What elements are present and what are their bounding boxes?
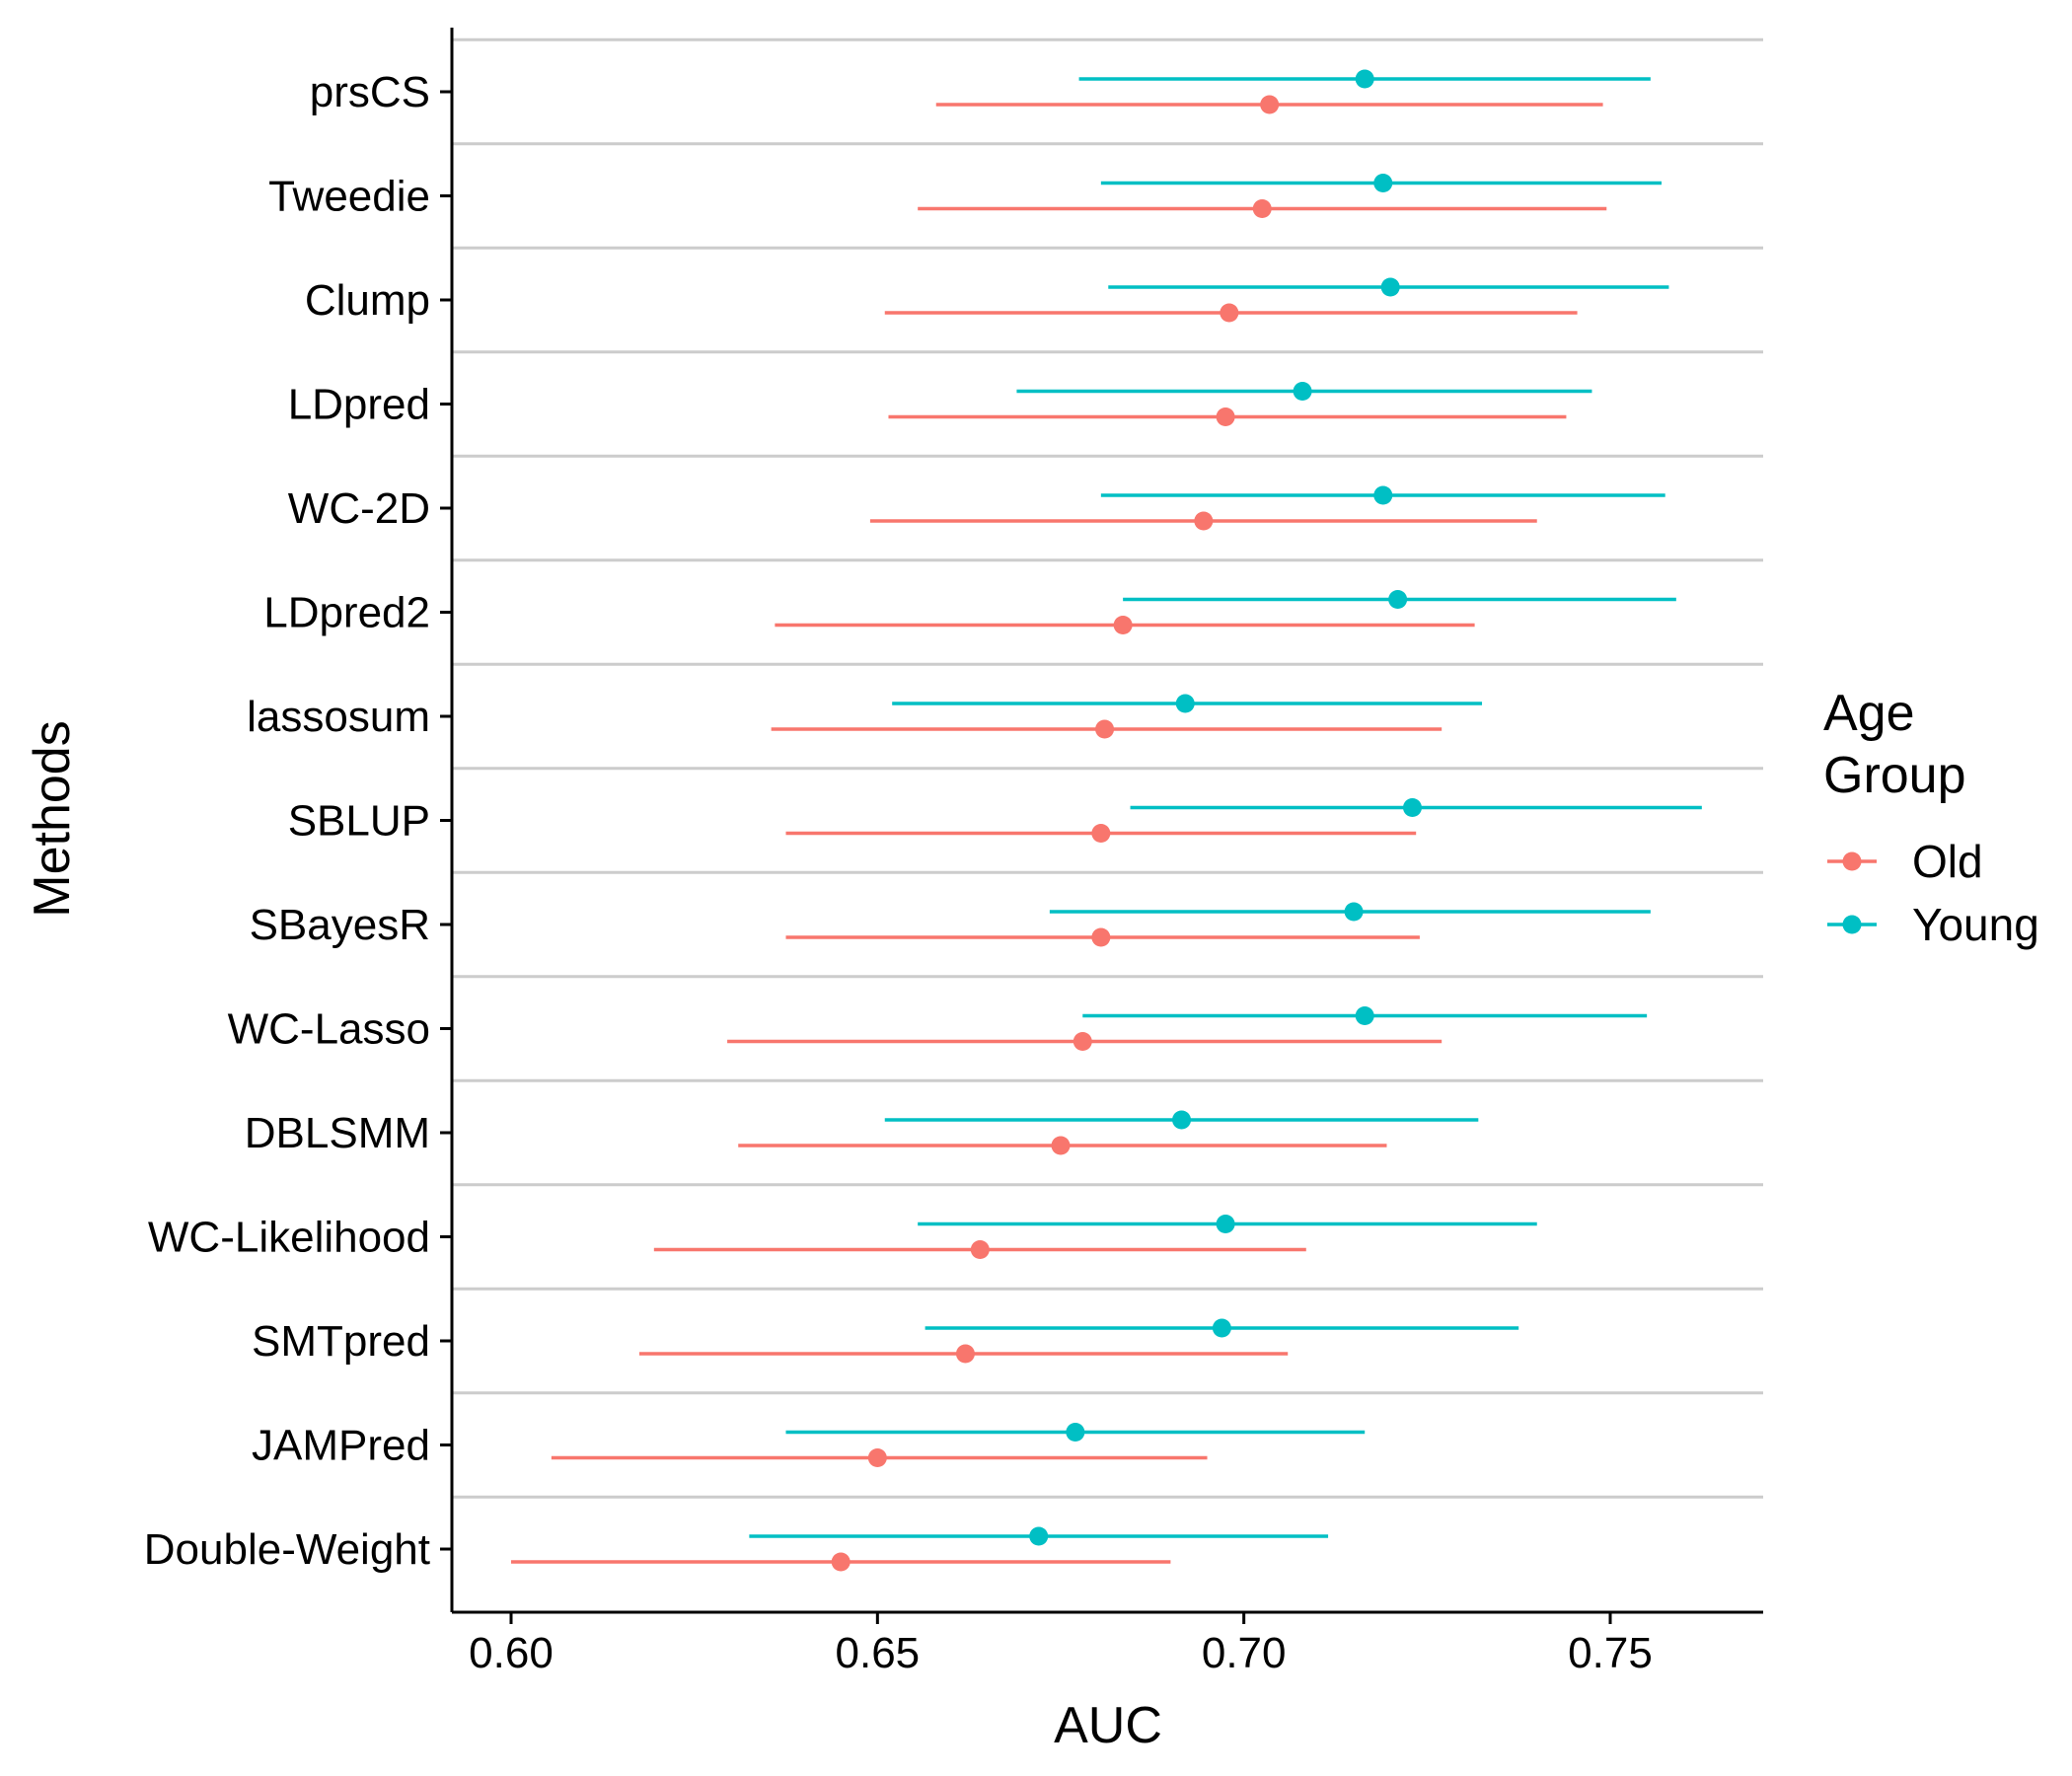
point-old-sblup <box>1091 824 1111 843</box>
point-young-wc-likelihood <box>1216 1215 1235 1233</box>
method-separators <box>452 37 1763 1499</box>
point-old-prscs <box>1260 95 1280 114</box>
point-old-smtpred <box>955 1344 975 1364</box>
method-label-dblsmm: DBLSMM <box>245 1109 430 1157</box>
point-young-ldpred2 <box>1388 590 1408 609</box>
legend-key-point-old <box>1842 851 1862 871</box>
legend-title-line1: Age <box>1823 685 1915 742</box>
method-label-double-weight: Double-Weight <box>144 1525 430 1574</box>
y-axis: prsCS Tweedie Clump LDpred WC-2D LDpred2 lasso… <box>144 28 454 1612</box>
point-old-lassosum <box>1095 719 1115 739</box>
point-young-prscs <box>1355 69 1374 89</box>
x-axis-title: AUC <box>1054 1697 1162 1754</box>
point-old-wc-2d <box>1194 511 1214 531</box>
point-old-wc-likelihood <box>970 1240 990 1259</box>
method-label-wc-likelihood: WC-Likelihood <box>148 1214 430 1262</box>
point-young-dblsmm <box>1172 1110 1192 1130</box>
legend-label-old: Old <box>1912 836 1983 887</box>
point-young-tweedie <box>1373 174 1393 192</box>
legend: Age Group Old Young <box>1823 685 2039 950</box>
method-label-ldpred: LDpred <box>288 381 430 429</box>
point-young-wc-lasso <box>1355 1006 1374 1025</box>
x-tick-label: 0.75 <box>1568 1629 1653 1677</box>
method-label-sbayesr: SBayesR <box>250 901 430 949</box>
method-label-smtpred: SMTpred <box>252 1317 430 1366</box>
point-young-ldpred <box>1293 382 1312 401</box>
method-label-sblup: SBLUP <box>288 797 430 846</box>
point-young-smtpred <box>1212 1318 1231 1338</box>
point-young-jampred <box>1066 1423 1085 1442</box>
point-old-jampred <box>867 1448 887 1467</box>
method-label-ldpred2: LDpred2 <box>263 589 430 637</box>
point-old-wc-lasso <box>1073 1032 1092 1051</box>
legend-label-young: Young <box>1912 899 2039 950</box>
series-old <box>511 95 1607 1572</box>
y-axis-title: Methods <box>24 720 81 917</box>
method-label-wc-lasso: WC-Lasso <box>228 1005 430 1054</box>
point-young-sbayesr <box>1344 902 1364 922</box>
x-tick-label: 0.70 <box>1202 1629 1287 1677</box>
point-old-ldpred2 <box>1113 616 1133 634</box>
method-label-wc-2d: WC-2D <box>288 484 430 533</box>
method-label-clump: Clump <box>305 276 430 325</box>
point-old-double-weight <box>831 1552 851 1572</box>
point-young-wc-2d <box>1373 485 1393 505</box>
method-label-tweedie: Tweedie <box>268 173 430 221</box>
point-old-dblsmm <box>1051 1136 1071 1155</box>
x-axis: 0.60 0.65 0.70 0.75 <box>452 1610 1763 1677</box>
x-tick-label: 0.65 <box>836 1629 921 1677</box>
point-young-sblup <box>1402 798 1422 817</box>
point-young-lassosum <box>1175 694 1195 713</box>
x-tick-label: 0.60 <box>469 1629 554 1677</box>
point-young-double-weight <box>1029 1526 1049 1546</box>
series-young <box>749 69 1702 1546</box>
method-label-jampred: JAMPred <box>252 1422 430 1470</box>
point-old-clump <box>1220 303 1239 323</box>
point-old-tweedie <box>1252 199 1272 218</box>
method-label-lassosum: lassosum <box>247 693 430 741</box>
point-old-sbayesr <box>1091 927 1111 947</box>
legend-key-point-young <box>1842 915 1862 934</box>
point-young-clump <box>1380 277 1400 297</box>
method-label-prscs: prsCS <box>310 68 430 116</box>
point-old-ldpred <box>1216 407 1235 426</box>
legend-title-line2: Group <box>1823 747 1966 804</box>
